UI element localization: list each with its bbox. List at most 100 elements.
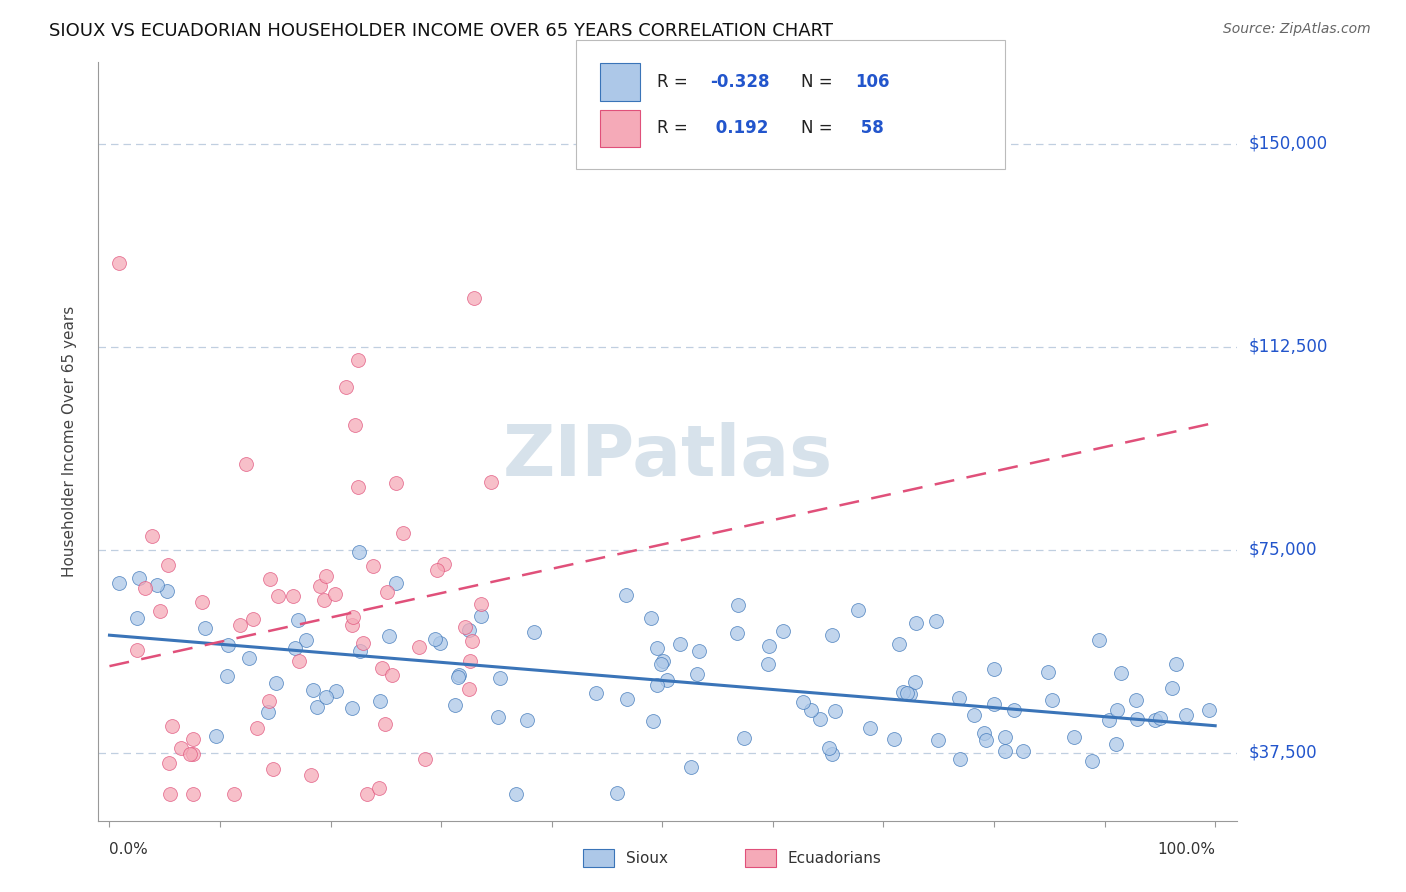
Point (238, 651, 260, 665)
Point (651, 654, 673, 668)
Point (301, 682, 323, 697)
Point (191, 595, 214, 609)
Point (523, 624, 546, 639)
Text: -0.328: -0.328 (710, 73, 769, 91)
Point (1063, 731, 1085, 745)
Point (325, 683, 347, 698)
Point (160, 719, 183, 733)
Point (1002, 703, 1025, 717)
Point (725, 626, 748, 640)
Point (948, 752, 970, 766)
Text: 0.192: 0.192 (710, 120, 769, 137)
Point (756, 657, 779, 672)
Point (688, 644, 710, 658)
Point (463, 292, 485, 306)
Point (758, 639, 780, 653)
Text: N =: N = (801, 120, 838, 137)
Point (352, 636, 374, 650)
Point (1088, 632, 1111, 647)
Point (772, 624, 794, 638)
Point (107, 256, 129, 270)
Point (349, 644, 371, 658)
Point (859, 721, 882, 735)
Point (974, 733, 997, 747)
Point (983, 662, 1005, 676)
Point (994, 730, 1017, 744)
Point (257, 694, 280, 708)
Point (194, 621, 217, 635)
Point (347, 545, 370, 559)
Point (457, 682, 479, 697)
Text: SIOUX VS ECUADORIAN HOUSEHOLDER INCOME OVER 65 YEARS CORRELATION CHART: SIOUX VS ECUADORIAN HOUSEHOLDER INCOME O… (49, 22, 834, 40)
Point (125, 611, 148, 625)
Point (217, 669, 239, 683)
Point (1012, 744, 1035, 758)
Point (134, 581, 156, 595)
Point (1111, 666, 1133, 681)
Point (315, 569, 337, 583)
Point (266, 589, 288, 603)
Point (444, 698, 467, 713)
Point (344, 418, 367, 433)
Point (821, 628, 844, 642)
Point (315, 690, 337, 705)
Text: 106: 106 (855, 73, 890, 91)
Point (1149, 711, 1171, 725)
Point (426, 563, 449, 577)
Point (309, 579, 332, 593)
Point (1036, 665, 1059, 679)
Point (1164, 657, 1187, 671)
Point (141, 529, 163, 543)
Text: 58: 58 (855, 120, 883, 137)
Point (640, 611, 662, 625)
Point (1098, 713, 1121, 727)
Point (727, 598, 749, 612)
Point (681, 760, 703, 774)
Text: Sioux: Sioux (626, 851, 668, 865)
Text: 0.0%: 0.0% (110, 842, 148, 857)
Point (606, 786, 628, 800)
Point (461, 633, 484, 648)
Point (415, 752, 437, 766)
Point (927, 732, 949, 747)
Text: N =: N = (801, 73, 838, 91)
Point (799, 703, 821, 717)
Point (224, 787, 246, 801)
Point (904, 674, 927, 689)
Point (356, 787, 378, 801)
Point (846, 603, 869, 617)
Point (340, 618, 363, 632)
Point (125, 642, 148, 657)
Point (323, 587, 346, 601)
Point (377, 629, 399, 643)
Point (449, 668, 471, 682)
Point (650, 657, 672, 671)
Text: $112,500: $112,500 (1249, 338, 1329, 356)
Point (1040, 693, 1063, 707)
Point (307, 700, 329, 714)
Text: $75,000: $75,000 (1249, 541, 1317, 559)
Point (486, 710, 509, 724)
Point (516, 713, 538, 727)
Point (824, 704, 846, 718)
Point (381, 668, 404, 682)
Point (408, 640, 430, 654)
Point (973, 726, 995, 740)
Point (1198, 703, 1220, 717)
Point (1161, 681, 1184, 695)
Point (994, 744, 1017, 758)
Point (392, 526, 415, 541)
Point (287, 613, 309, 627)
Point (287, 654, 309, 668)
Point (898, 687, 921, 701)
Point (370, 661, 392, 675)
Point (246, 721, 269, 735)
Point (1126, 712, 1149, 726)
Point (1105, 703, 1128, 717)
Point (891, 685, 914, 699)
Point (183, 732, 205, 747)
Point (489, 671, 512, 685)
Point (1164, 830, 1187, 844)
Point (170, 740, 193, 755)
Point (229, 618, 252, 632)
